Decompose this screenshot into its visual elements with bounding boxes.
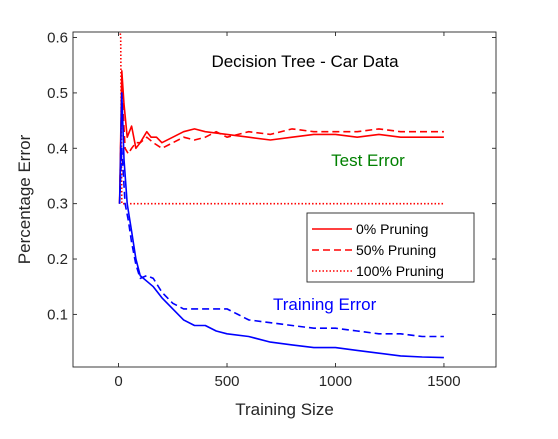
y-tick-label: 0.6 [47, 30, 68, 47]
legend-label: 100% Pruning [356, 263, 444, 279]
series-line-test-solid [118, 70, 444, 204]
x-axis-label: Training Size [235, 400, 334, 419]
legend-label: 0% Pruning [356, 221, 428, 237]
y-axis: 0.1 0.2 0.3 0.4 0.5 0.6 [47, 30, 496, 323]
series-line-train-dashed [118, 147, 444, 338]
y-tick-label: 0.2 [47, 251, 68, 268]
plot-frame [72, 31, 497, 368]
annotation-label: Training Error [273, 295, 377, 314]
legend-label: 50% Pruning [356, 242, 436, 258]
series-line-test-dotted [119, 32, 444, 205]
y-tick-label: 0.3 [47, 196, 68, 213]
x-axis: 0 500 1000 1500 [114, 32, 461, 390]
x-tick-label: 500 [214, 373, 239, 390]
x-tick-label: 1500 [427, 373, 460, 390]
y-tick-label: 0.1 [47, 306, 68, 323]
annotations: Test Error Training Error [273, 151, 405, 314]
y-axis-label: Percentage Error [15, 134, 34, 264]
series-line-test-dashed [118, 86, 444, 204]
y-tick-label: 0.5 [47, 85, 68, 102]
series-line-train-solid [118, 92, 444, 359]
plot-area [73, 32, 496, 367]
y-tick-label: 0.4 [47, 140, 68, 157]
legend-box [306, 212, 475, 283]
x-tick-label: 1000 [319, 373, 352, 390]
legend: 0% Pruning 50% Pruning 100% Pruning [306, 212, 475, 283]
annotation-label: Test Error [331, 151, 405, 170]
x-tick-label: 0 [114, 373, 122, 390]
chart-title: Decision Tree - Car Data [211, 52, 399, 71]
series-layer [118, 32, 444, 359]
